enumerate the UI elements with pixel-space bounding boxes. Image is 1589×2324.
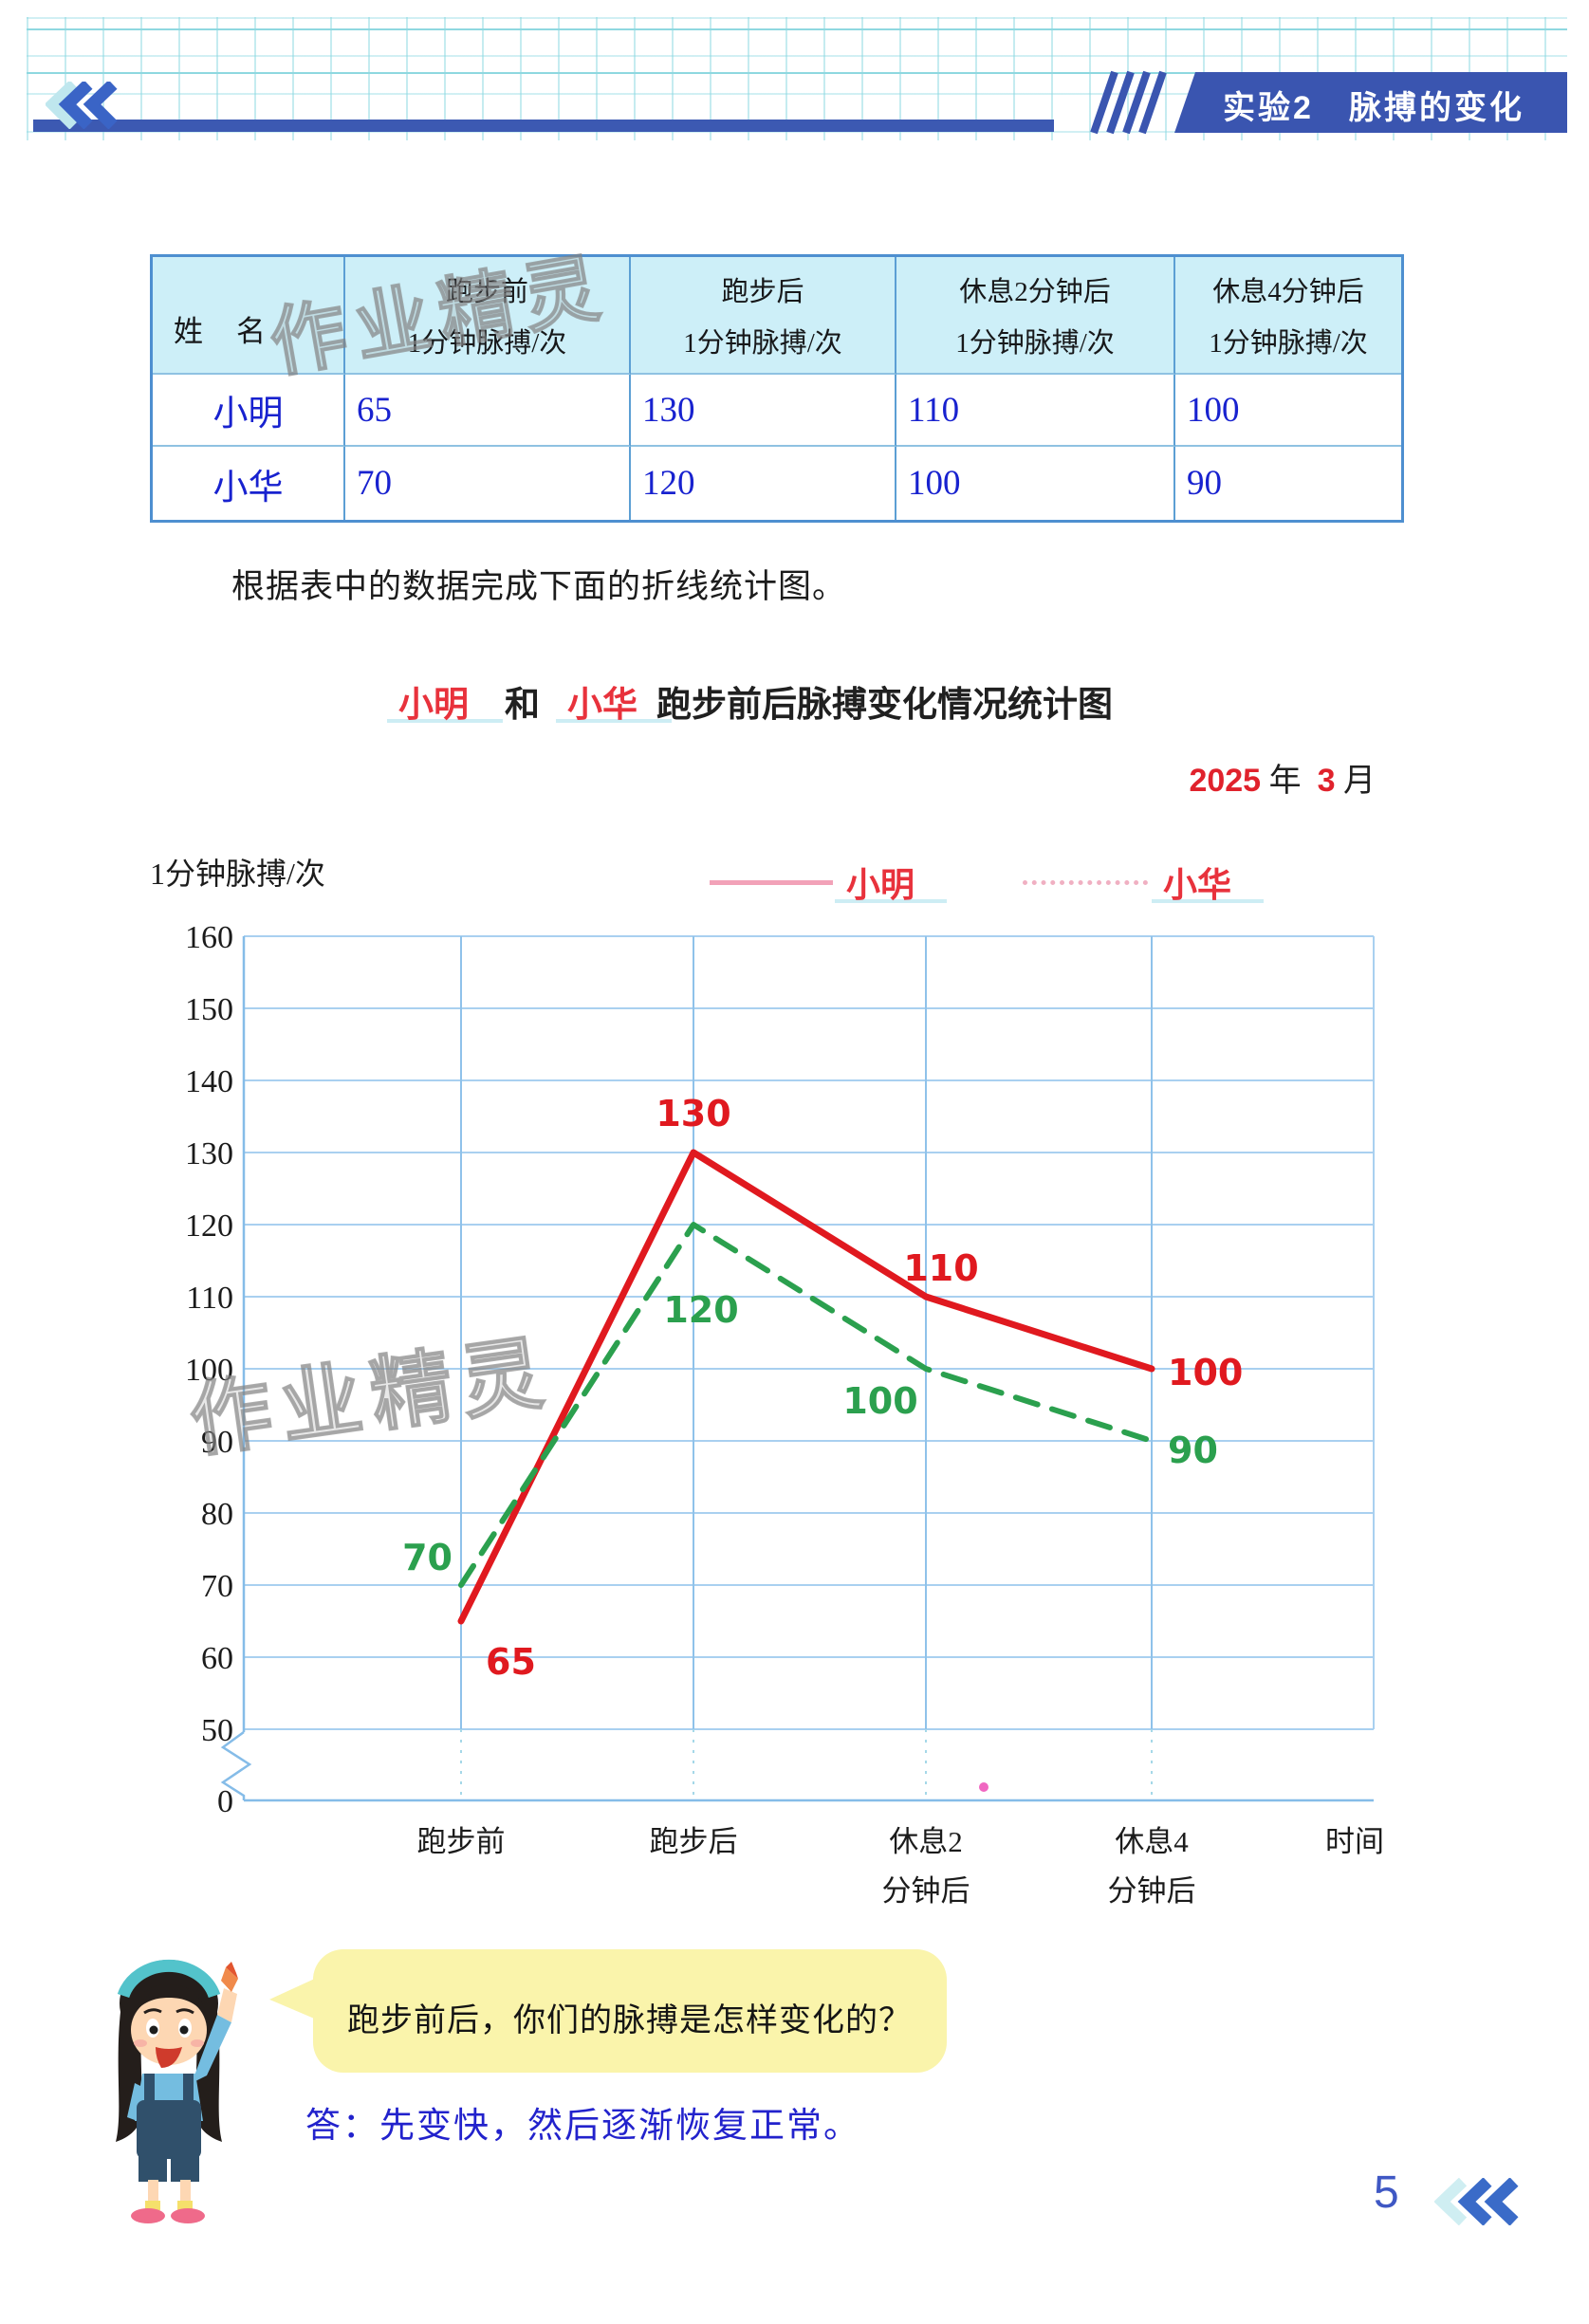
svg-text:110: 110 <box>903 1247 978 1289</box>
svg-text:70: 70 <box>402 1537 453 1578</box>
svg-text:150: 150 <box>185 992 233 1027</box>
svg-text:休息4: 休息4 <box>1115 1825 1189 1858</box>
y-axis-unit-label: 1分钟脉搏/次 <box>150 857 325 891</box>
svg-text:分钟后: 分钟后 <box>882 1874 970 1908</box>
table-cell-value: 65 <box>345 375 631 447</box>
svg-text:100: 100 <box>1168 1352 1243 1393</box>
legend-dotted-line-icon <box>1023 880 1148 885</box>
svg-text:140: 140 <box>185 1064 233 1099</box>
chart-date: 2025 年 3 月 <box>1189 763 1376 799</box>
page-number: 5 <box>1374 2167 1399 2218</box>
table-cell-value: 100 <box>1175 375 1401 447</box>
svg-text:90: 90 <box>1168 1429 1218 1471</box>
table-cell-value: 90 <box>1175 447 1401 520</box>
header-rule-bar <box>33 120 1054 132</box>
chart-title: 小明 和 小华 跑步前后脉搏变化情况统计图 <box>0 675 1589 725</box>
chapter-banner <box>1090 70 1567 135</box>
speech-bubble <box>313 1949 947 2073</box>
table-header-col4: 休息4分钟后 1分钟脉搏/次 <box>1175 257 1401 375</box>
dialog-answer: 答：先变快，然后逐渐恢复正常。 <box>305 2107 860 2146</box>
svg-text:160: 160 <box>185 920 233 955</box>
table-header-col1: 跑步前 1分钟脉搏/次 <box>345 257 631 375</box>
svg-text:60: 60 <box>201 1641 233 1676</box>
legend-solid-line-icon <box>710 880 833 885</box>
svg-text:0: 0 <box>217 1784 233 1819</box>
svg-text:分钟后: 分钟后 <box>1108 1874 1196 1908</box>
svg-text:100: 100 <box>185 1353 233 1388</box>
legend-label-xiaohua: 小华 <box>1163 865 1232 904</box>
instruction-text: 根据表中的数据完成下面的折线统计图。 <box>231 568 847 605</box>
legend-label-xiaoming: 小明 <box>846 865 915 904</box>
svg-text:110: 110 <box>186 1281 233 1316</box>
svg-text:休息2: 休息2 <box>889 1825 963 1858</box>
table-row-name: 小明 <box>153 375 345 447</box>
girl-mascot-illustration <box>116 1959 238 2223</box>
footer-chevron-icon[interactable] <box>1434 2178 1522 2225</box>
table-cell-value: 100 <box>896 447 1175 520</box>
svg-text:65: 65 <box>486 1641 536 1683</box>
svg-text:130: 130 <box>656 1093 730 1134</box>
svg-text:70: 70 <box>201 1569 233 1604</box>
legend-blank-underline <box>1152 899 1264 903</box>
table-header-col3: 休息2分钟后 1分钟脉搏/次 <box>896 257 1175 375</box>
svg-text:100: 100 <box>842 1380 917 1422</box>
svg-text:120: 120 <box>185 1208 233 1244</box>
svg-text:跑步前: 跑步前 <box>417 1825 506 1858</box>
table-cell-value: 130 <box>631 375 896 447</box>
svg-text:80: 80 <box>201 1497 233 1532</box>
svg-text:时间: 时间 <box>1325 1825 1384 1858</box>
legend-blank-underline <box>835 899 947 903</box>
table-header-col2: 跑步后 1分钟脉搏/次 <box>631 257 896 375</box>
table-header-name: 姓 名 <box>153 257 345 375</box>
svg-text:120: 120 <box>663 1289 738 1331</box>
title-blank-underline <box>556 719 672 723</box>
table-cell-value: 110 <box>896 375 1175 447</box>
pulse-data-table: 姓 名 跑步前 1分钟脉搏/次 跑步后 1分钟脉搏/次 休息2分钟后 1分钟脉搏… <box>150 254 1404 523</box>
chart-title-name2: 小华 <box>567 685 637 724</box>
chart-title-name1: 小明 <box>398 685 469 724</box>
table-row-name: 小华 <box>153 447 345 520</box>
table-cell-value: 70 <box>345 447 631 520</box>
svg-text:跑步后: 跑步后 <box>650 1825 738 1858</box>
banner-stripes-icon <box>1090 70 1167 135</box>
svg-text:90: 90 <box>201 1425 233 1460</box>
back-chevron-icon[interactable] <box>46 82 121 129</box>
chapter-banner-title: 实验2 脉搏的变化 <box>1223 90 1524 126</box>
svg-text:130: 130 <box>185 1136 233 1171</box>
table-cell-value: 120 <box>631 447 896 520</box>
dialog-question: 跑步前后，你们的脉搏是怎样变化的？ <box>347 2003 912 2038</box>
title-blank-underline <box>387 719 503 723</box>
chart-title-and: 和 <box>505 686 540 725</box>
chart-title-rest: 跑步前后脉搏变化情况统计图 <box>656 686 1113 725</box>
